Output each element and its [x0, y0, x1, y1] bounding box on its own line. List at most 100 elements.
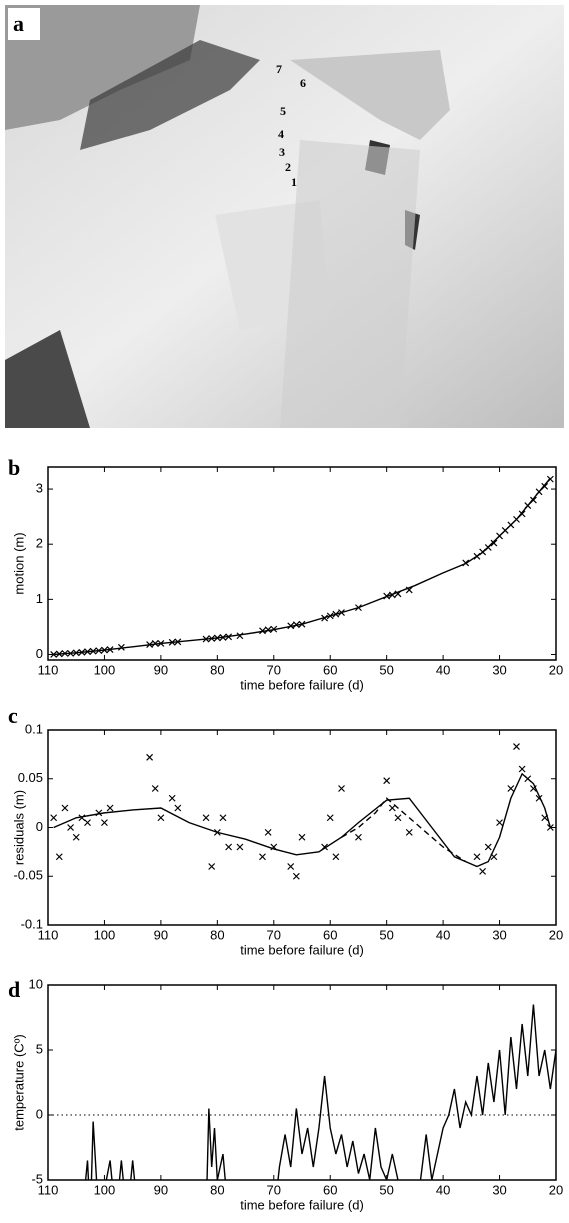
data-point: [298, 833, 306, 841]
data-point: [338, 785, 345, 792]
y-tick-label: 3: [36, 480, 43, 495]
point-label: 7: [276, 62, 282, 76]
data-point: [101, 819, 108, 827]
data-point: [208, 863, 216, 870]
data-point: [473, 853, 481, 861]
plot-frame: [47, 984, 557, 1181]
data-point: [507, 785, 515, 792]
panel-label: c: [8, 703, 18, 728]
data-point: [484, 843, 492, 851]
data-point: [50, 814, 58, 822]
plot-frame: [47, 729, 557, 926]
data-point: [225, 843, 233, 851]
data-point: [174, 804, 182, 812]
y-axis-label: temperature (Cº): [11, 1034, 26, 1131]
y-tick-label: 0: [36, 646, 43, 661]
data-point: [405, 828, 413, 836]
x-tick-label: 70: [267, 1182, 281, 1197]
point-label: 1: [291, 175, 297, 189]
data-point: [106, 804, 114, 812]
data-point: [236, 843, 244, 851]
data-point: [67, 824, 75, 831]
plot-area: [50, 475, 554, 658]
data-line: [53, 772, 552, 868]
y-tick-label: 0.05: [18, 770, 43, 785]
x-tick-label: 110: [38, 927, 59, 942]
data-point: [292, 872, 300, 880]
y-tick-label: 0: [36, 1106, 43, 1121]
x-tick-label: 30: [492, 927, 506, 942]
data-point: [151, 785, 159, 792]
x-tick-label: 40: [436, 1182, 450, 1197]
point-label: 2: [285, 160, 291, 174]
y-tick-label: 1: [36, 591, 43, 606]
data-point: [157, 814, 165, 822]
x-tick-label: 60: [323, 927, 337, 942]
x-tick-label: 60: [323, 662, 337, 677]
x-tick-label: 30: [492, 1182, 506, 1197]
x-tick-label: 60: [323, 1182, 337, 1197]
data-point: [84, 819, 91, 827]
y-tick-label: -5: [31, 1171, 43, 1186]
point-label: 6: [300, 76, 306, 90]
panel-label: b: [8, 455, 20, 480]
data-point: [50, 651, 58, 658]
x-tick-label: 40: [436, 662, 450, 677]
x-tick-label: 50: [379, 927, 393, 942]
x-tick-label: 90: [154, 927, 168, 942]
data-line: [341, 797, 467, 863]
y-axis-label: residuals (m): [11, 790, 26, 865]
x-tick-label: 50: [379, 1182, 393, 1197]
point-label: 4: [278, 127, 284, 141]
panel-label: d: [8, 977, 20, 1002]
data-point: [490, 539, 498, 547]
data-point: [388, 804, 396, 812]
data-point: [383, 777, 391, 785]
point-label: 3: [279, 145, 285, 159]
data-point: [287, 863, 295, 870]
data-point: [168, 794, 176, 802]
data-point: [332, 853, 340, 861]
x-tick-label: 80: [210, 927, 224, 942]
plot-area: [50, 743, 554, 880]
x-tick-label: 20: [549, 662, 563, 677]
y-tick-label: -0.1: [21, 916, 43, 931]
x-tick-label: 30: [492, 662, 506, 677]
data-point: [61, 804, 69, 812]
data-point: [355, 833, 362, 841]
data-point: [326, 814, 334, 822]
x-axis-label: time before failure (d): [240, 677, 364, 692]
x-tick-label: 100: [94, 1182, 116, 1197]
x-axis-label: time before failure (d): [240, 942, 364, 957]
data-point: [236, 632, 244, 640]
data-point: [513, 743, 520, 750]
y-tick-label: 10: [29, 976, 43, 991]
plot-frame: [47, 466, 557, 661]
x-tick-label: 100: [94, 927, 116, 942]
y-tick-label: 0: [36, 819, 43, 834]
y-tick-label: 0.1: [25, 721, 43, 736]
x-tick-label: 110: [38, 1182, 59, 1197]
data-point: [55, 853, 63, 861]
data-point: [259, 853, 266, 861]
x-tick-label: 100: [94, 662, 116, 677]
data-point: [394, 814, 402, 822]
photo: [5, 5, 564, 428]
data-point: [479, 867, 487, 875]
x-tick-label: 80: [210, 1182, 224, 1197]
plot-area: [84, 1004, 556, 1180]
data-point: [219, 814, 227, 822]
data-point: [264, 626, 272, 634]
y-tick-label: -0.05: [13, 868, 43, 883]
data-point: [518, 765, 526, 773]
y-axis-label: motion (m): [11, 532, 26, 594]
x-tick-label: 20: [549, 1182, 563, 1197]
y-tick-label: 2: [36, 536, 43, 551]
data-point: [117, 643, 125, 651]
x-tick-label: 20: [549, 927, 563, 942]
panel-label: a: [13, 11, 24, 36]
x-tick-label: 70: [267, 662, 281, 677]
x-tick-label: 90: [154, 1182, 168, 1197]
data-point: [202, 814, 210, 822]
